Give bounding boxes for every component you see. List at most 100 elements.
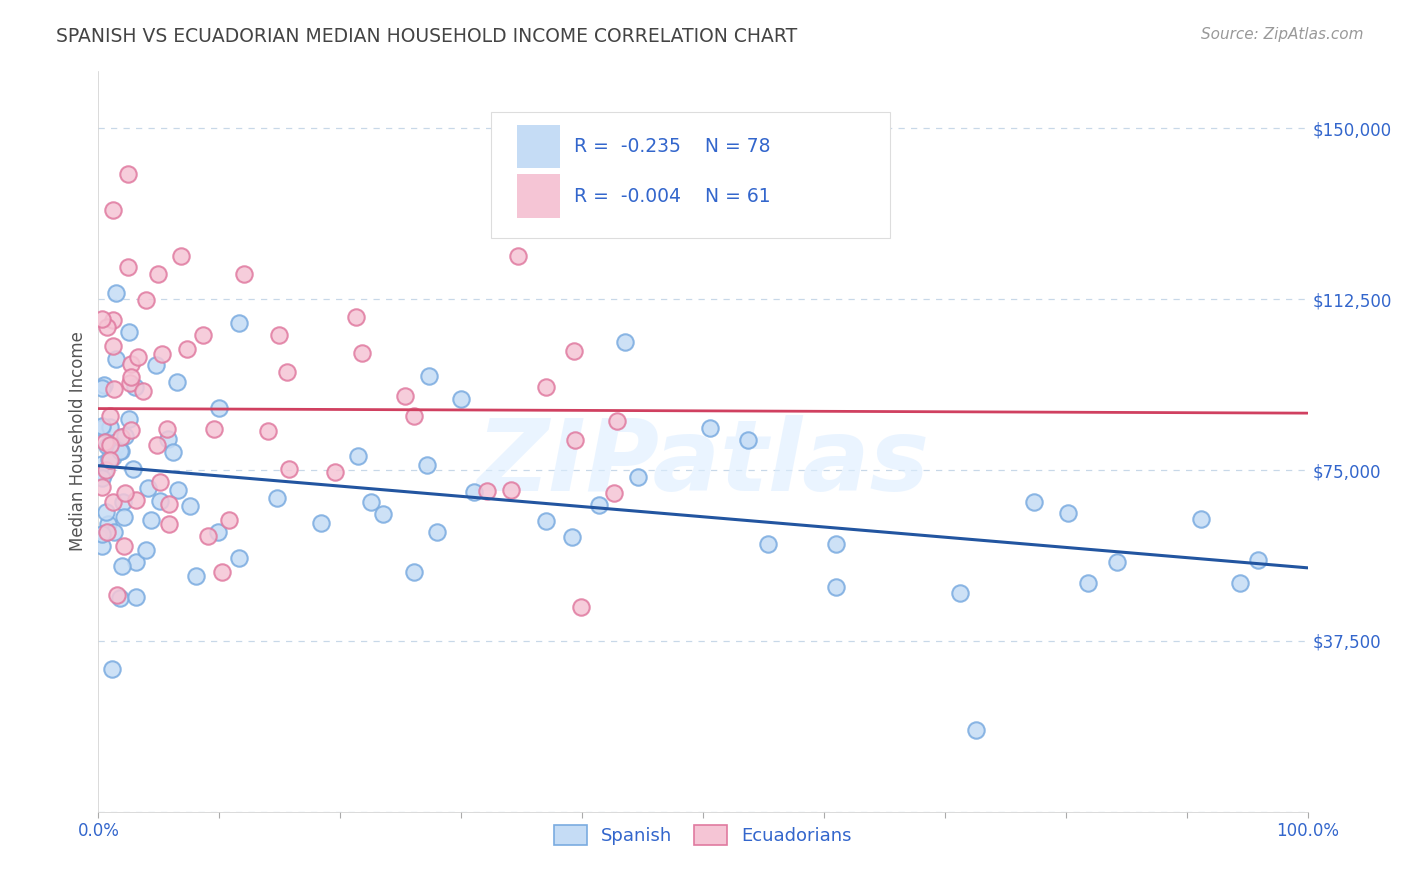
Point <box>112 539 135 553</box>
Point <box>146 438 169 452</box>
Point <box>120 376 142 390</box>
Point <box>135 293 157 308</box>
Point <box>125 590 148 604</box>
Point <box>96 320 118 334</box>
Point <box>103 524 125 539</box>
Point <box>117 167 139 181</box>
Point <box>426 525 449 540</box>
Point <box>606 414 628 428</box>
Point <box>105 439 128 453</box>
Point <box>344 310 367 324</box>
Point <box>534 514 557 528</box>
Point <box>218 513 240 527</box>
Point <box>105 588 128 602</box>
Point <box>111 558 134 573</box>
Point <box>91 539 114 553</box>
Point <box>98 453 121 467</box>
Point <box>350 346 373 360</box>
Text: SPANISH VS ECUADORIAN MEDIAN HOUSEHOLD INCOME CORRELATION CHART: SPANISH VS ECUADORIAN MEDIAN HOUSEHOLD I… <box>56 27 797 45</box>
Point <box>112 509 135 524</box>
Point <box>450 392 472 406</box>
Point <box>825 537 848 551</box>
Point <box>1189 512 1212 526</box>
Point <box>149 493 172 508</box>
Point <box>276 365 298 379</box>
Point <box>120 369 142 384</box>
Text: Source: ZipAtlas.com: Source: ZipAtlas.com <box>1201 27 1364 42</box>
Point <box>125 555 148 569</box>
Point <box>150 347 173 361</box>
Point <box>155 422 177 436</box>
Point <box>562 343 585 358</box>
Point <box>103 450 125 465</box>
Point <box>325 466 347 480</box>
Point <box>267 327 290 342</box>
Point <box>699 421 721 435</box>
Y-axis label: Median Household Income: Median Household Income <box>69 332 87 551</box>
Point <box>965 723 987 737</box>
Point <box>98 438 121 452</box>
Point <box>169 249 191 263</box>
Point <box>101 312 124 326</box>
Point <box>233 267 256 281</box>
Point <box>93 466 115 480</box>
FancyBboxPatch shape <box>517 174 561 218</box>
Point <box>120 357 142 371</box>
Point <box>93 378 115 392</box>
Point <box>127 350 149 364</box>
Point <box>588 498 610 512</box>
Point <box>98 409 121 424</box>
Point <box>136 481 159 495</box>
Point <box>96 524 118 539</box>
Point <box>569 599 592 614</box>
Point <box>103 339 125 353</box>
Point <box>756 537 779 551</box>
Point <box>167 483 190 498</box>
Point <box>91 419 114 434</box>
Point <box>347 450 370 464</box>
Point <box>96 439 118 453</box>
Point <box>534 379 557 393</box>
Point <box>98 420 121 434</box>
Point <box>108 591 131 606</box>
Point <box>207 525 229 540</box>
Point <box>103 382 125 396</box>
Point <box>101 495 124 509</box>
Point <box>118 325 141 339</box>
Point <box>202 421 225 435</box>
Point <box>110 430 132 444</box>
Point <box>603 486 626 500</box>
Point <box>166 375 188 389</box>
Point <box>91 381 114 395</box>
FancyBboxPatch shape <box>492 112 890 238</box>
Point <box>561 531 583 545</box>
Point <box>1105 555 1128 569</box>
Legend: Spanish, Ecuadorians: Spanish, Ecuadorians <box>546 815 860 855</box>
Point <box>506 249 529 263</box>
Point <box>394 389 416 403</box>
Point <box>184 568 207 582</box>
Text: R =  -0.235    N = 78: R = -0.235 N = 78 <box>574 136 770 156</box>
Point <box>125 492 148 507</box>
Point <box>176 342 198 356</box>
Point <box>122 462 145 476</box>
Point <box>145 358 167 372</box>
Point <box>91 312 114 326</box>
Point <box>94 463 117 477</box>
Point <box>104 286 127 301</box>
Point <box>94 435 117 450</box>
Point <box>257 425 280 439</box>
Point <box>135 543 157 558</box>
Point <box>91 420 114 434</box>
Point <box>564 433 586 447</box>
Point <box>499 483 522 498</box>
Point <box>208 401 231 415</box>
Text: ZIPatlas: ZIPatlas <box>477 416 929 512</box>
Point <box>104 351 127 366</box>
Point <box>211 566 233 580</box>
Point <box>737 433 759 447</box>
Point <box>91 480 114 494</box>
Point <box>228 316 250 330</box>
Text: R =  -0.004    N = 61: R = -0.004 N = 61 <box>574 186 770 206</box>
Point <box>114 486 136 500</box>
